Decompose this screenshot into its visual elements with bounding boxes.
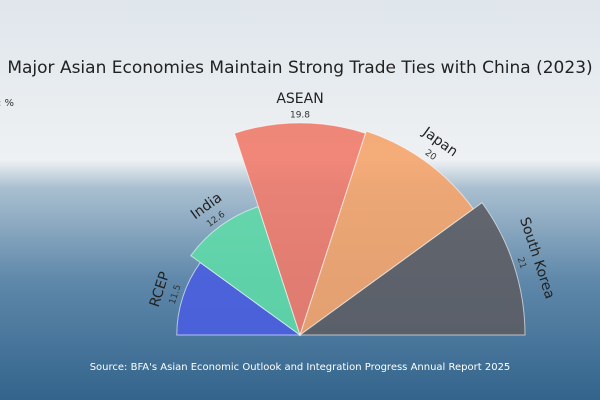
sector [190, 205, 301, 337]
sector [299, 130, 475, 337]
chart-title: Major Asian Economies Maintain Strong Tr… [7, 58, 592, 78]
sector [176, 261, 302, 336]
value-label: 19.8 [290, 110, 310, 120]
sector [298, 202, 526, 336]
unit-label: Unit: % [0, 98, 14, 109]
source: Source: BFA's Asian Economic Outlook and… [90, 362, 511, 373]
value-label: 21 [515, 256, 528, 270]
sector [233, 122, 367, 337]
category-label: ASEAN [276, 91, 323, 107]
